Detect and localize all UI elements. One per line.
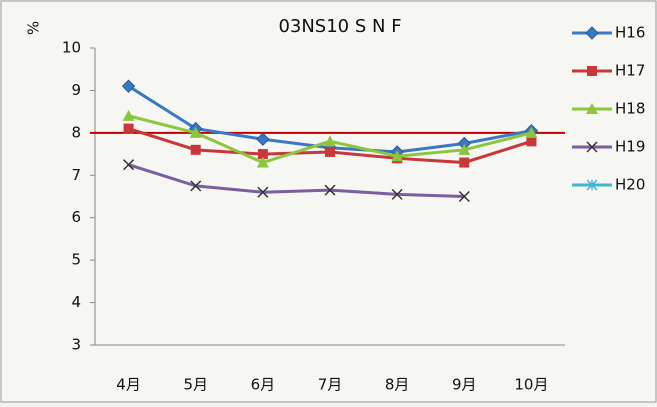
marker xyxy=(586,103,598,114)
marker xyxy=(586,141,598,153)
marker xyxy=(526,136,537,147)
marker xyxy=(325,146,335,157)
legend-label: H16 xyxy=(615,24,645,42)
x-tick-label: 4月 xyxy=(116,376,141,394)
y-axis-label: % xyxy=(25,21,43,35)
y-tick-label: 7 xyxy=(71,166,81,184)
legend-label: H18 xyxy=(615,100,645,118)
marker xyxy=(324,184,336,196)
y-tick-label: 6 xyxy=(71,208,81,226)
marker xyxy=(587,66,597,76)
marker xyxy=(391,150,404,162)
x-tick-label: 7月 xyxy=(318,376,343,394)
y-tick-label: 8 xyxy=(71,123,81,141)
marker xyxy=(256,132,270,146)
marker xyxy=(256,156,269,168)
y-tick-label: 3 xyxy=(71,336,81,354)
legend-label: H17 xyxy=(615,62,645,80)
x-tick-label: 8月 xyxy=(385,376,410,394)
y-tick-label: 4 xyxy=(71,293,81,311)
marker xyxy=(190,144,201,155)
x-tick-label: 10月 xyxy=(514,376,548,394)
legend-label: H20 xyxy=(615,176,645,194)
y-tick-label: 10 xyxy=(62,39,81,57)
marker xyxy=(189,126,202,138)
marker xyxy=(123,159,135,171)
x-tick-label: 6月 xyxy=(251,376,276,394)
marker xyxy=(391,188,403,200)
marker xyxy=(190,180,202,192)
legend-label: H19 xyxy=(615,138,645,156)
marker xyxy=(122,109,135,121)
y-tick-label: 5 xyxy=(71,251,81,269)
marker xyxy=(525,126,538,138)
marker xyxy=(458,143,471,155)
marker xyxy=(585,26,599,40)
x-tick-label: 5月 xyxy=(183,376,208,394)
marker xyxy=(123,123,134,134)
marker xyxy=(121,79,136,93)
marker xyxy=(257,149,268,160)
marker xyxy=(459,157,470,168)
series-line xyxy=(128,163,465,198)
marker xyxy=(586,179,598,191)
marker xyxy=(324,135,336,147)
marker xyxy=(458,190,470,203)
marker xyxy=(257,186,269,198)
x-tick-label: 9月 xyxy=(452,376,477,394)
chart-title: 03NS10 S N F xyxy=(278,16,401,37)
y-tick-label: 9 xyxy=(71,81,81,99)
